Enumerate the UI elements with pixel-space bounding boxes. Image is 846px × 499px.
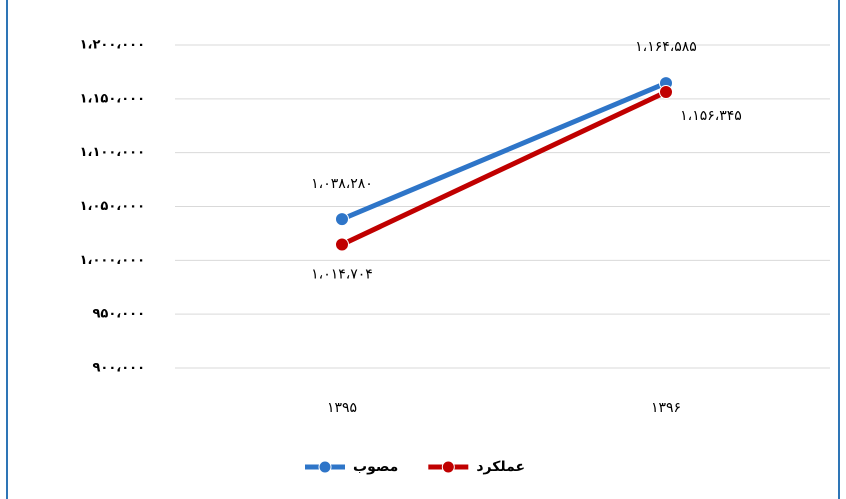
x-tick-label: ۱۳۹۵: [327, 400, 357, 416]
point-marker: [335, 212, 349, 227]
y-tick-label: ۱،۰۵۰،۰۰۰: [80, 199, 145, 214]
series-line: [339, 80, 669, 222]
y-tick-label: ۱،۱۰۰،۰۰۰: [80, 145, 145, 160]
y-tick-label: ۹۵۰،۰۰۰: [92, 307, 145, 322]
data-label: ۱،۱۵۶،۳۴۵: [680, 108, 742, 124]
y-tick-label: ۱،۰۰۰،۰۰۰: [80, 253, 145, 268]
y-tick-label: ۹۰۰،۰۰۰: [92, 361, 145, 376]
data-label: ۱،۱۶۴،۵۸۵: [635, 39, 697, 55]
data-label: ۱،۰۱۴،۷۰۴: [311, 267, 373, 283]
legend-label: مصوب: [353, 459, 398, 475]
legend-marker: [318, 460, 332, 474]
series-line: [339, 89, 669, 248]
legend-label: عملکرد: [476, 459, 525, 475]
legend-marker: [441, 460, 455, 474]
point-marker: [659, 85, 673, 100]
chart-frame: [6, 0, 840, 499]
y-tick-label: ۱،۲۰۰،۰۰۰: [80, 38, 145, 53]
data-label: ۱،۰۳۸،۲۸۰: [311, 176, 373, 192]
point-marker: [335, 237, 349, 252]
x-tick-label: ۱۳۹۶: [651, 400, 681, 416]
y-tick-label: ۱،۱۵۰،۰۰۰: [80, 91, 145, 106]
